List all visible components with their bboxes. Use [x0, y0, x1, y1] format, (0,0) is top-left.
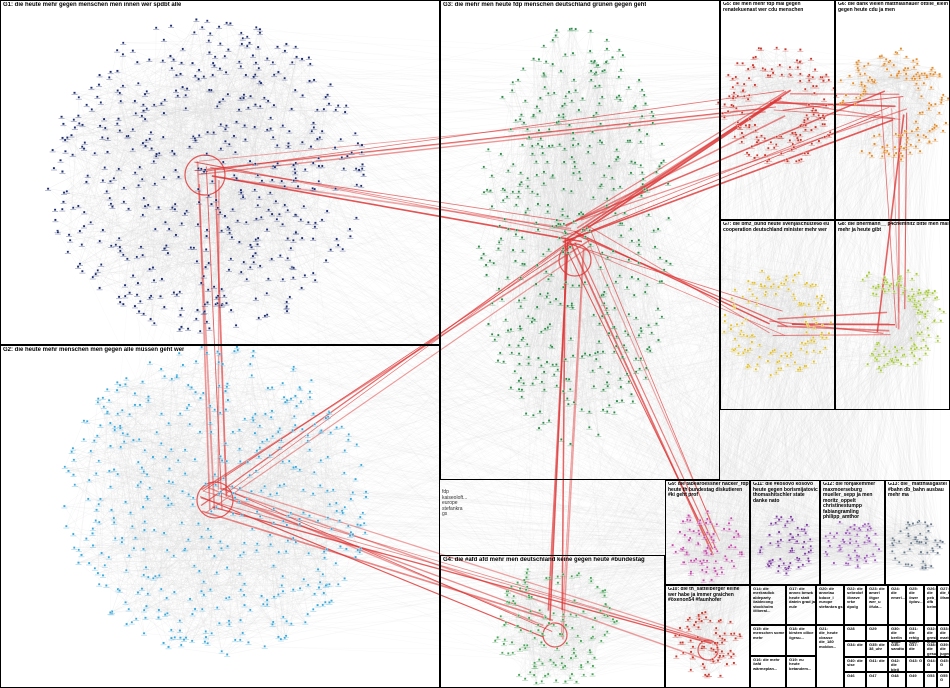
network-svg: [0, 0, 950, 688]
